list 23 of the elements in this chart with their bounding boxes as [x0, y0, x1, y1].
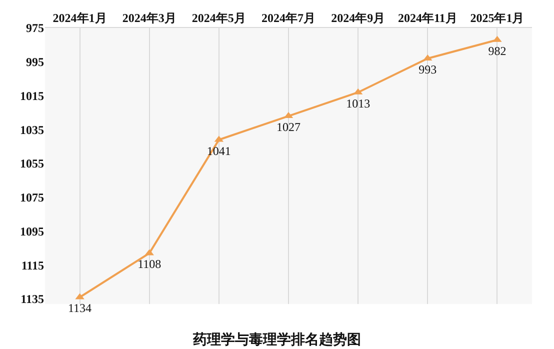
x-tick-label: 2024年1月	[52, 11, 107, 26]
data-label: 982	[488, 44, 506, 58]
y-tick-label: 1035	[20, 122, 44, 137]
y-tick-label: 1115	[21, 258, 44, 272]
text: 药理学与毒理学排名趋势图	[192, 332, 361, 348]
y-tick-label: 1135	[20, 292, 44, 306]
y-tick-label: 1055	[20, 156, 44, 171]
y-tick-label: 1095	[20, 224, 44, 238]
x-tick-label: 2024年5月	[192, 11, 246, 26]
x-tick-label: 2024年3月	[122, 11, 176, 26]
data-label: 1013	[346, 96, 370, 110]
x-tick-label: 2025年1月	[470, 11, 524, 26]
y-tick-label: 1015	[20, 88, 44, 103]
data-label: 1027	[276, 120, 300, 134]
x-tick-label: 2024年7月	[262, 11, 316, 26]
y-tick-label: 975	[26, 21, 44, 36]
x-tick-label: 2024年11月	[398, 11, 458, 26]
data-label: 1134	[68, 301, 92, 316]
y-tick-label: 1075	[20, 190, 44, 205]
y-tick-label: 995	[26, 55, 44, 70]
data-label: 993	[418, 62, 437, 76]
data-label: 1108	[138, 257, 162, 272]
x-tick-label: 2024年9月	[331, 11, 386, 26]
